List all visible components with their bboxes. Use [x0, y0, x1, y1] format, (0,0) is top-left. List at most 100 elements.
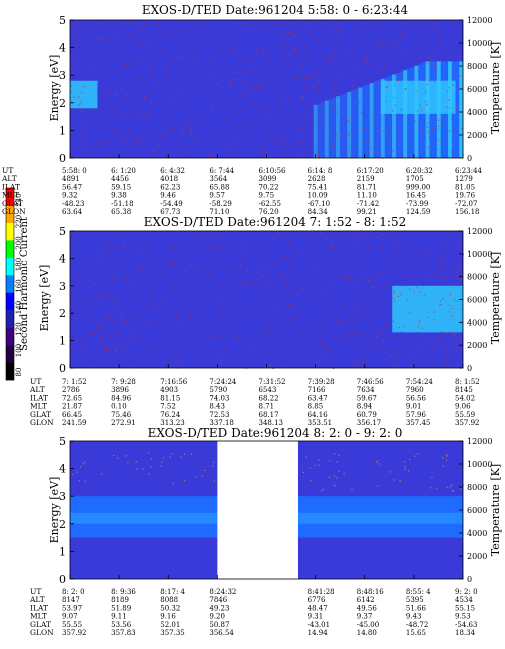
colorbar-strip — [6, 327, 14, 346]
spectrogram-speckle — [242, 70, 244, 72]
spectrogram-speckle — [315, 144, 317, 147]
spectrogram-speckle — [239, 279, 241, 281]
spectrogram-speckle — [152, 93, 154, 95]
orbit-value: 5790 — [209, 386, 227, 394]
spectrogram-speckle — [238, 350, 241, 352]
orbit-value: 71.10 — [209, 208, 229, 216]
spectrogram-speckle — [449, 357, 451, 359]
spectrogram-speckle — [353, 134, 355, 137]
spectrogram-speckle — [182, 330, 184, 332]
spectrogram-speckle — [252, 30, 254, 32]
spectrogram-speckle — [112, 70, 115, 72]
spectrogram-speckle — [141, 98, 143, 100]
spectrogram-speckle — [345, 275, 347, 277]
spectrogram-speckle — [309, 295, 311, 297]
panel-1-title: EXOS-D/TED Date:961204 5:58: 0 - 6:23:44 — [142, 3, 409, 17]
spectrogram-speckle — [298, 245, 300, 247]
spectrogram-speckle — [395, 363, 397, 365]
spectrogram-speckle — [204, 73, 206, 75]
spectrogram-speckle — [401, 238, 403, 240]
spectrogram-speckle — [256, 50, 259, 53]
spectrogram-speckle — [438, 33, 441, 35]
spectrogram-speckle — [418, 319, 420, 321]
spectrogram-speckle — [306, 83, 308, 86]
spectrogram-speckle — [198, 273, 200, 275]
spectrogram-speckle — [390, 275, 393, 277]
spectrogram-speckle — [86, 75, 88, 77]
spectrogram-speckle — [207, 247, 209, 249]
spectrogram-speckle — [315, 362, 318, 364]
orbit-value: 18.34 — [455, 629, 476, 637]
spectrogram-speckle — [101, 473, 103, 475]
spectrogram-speckle — [287, 322, 289, 324]
spectrogram-speckle — [381, 60, 383, 62]
spectrogram-speckle — [302, 252, 305, 255]
spectrogram-speckle — [382, 76, 384, 79]
spectrogram-speckle — [277, 89, 280, 91]
spectrogram-speckle — [285, 276, 287, 278]
spectrogram-speckle — [106, 45, 108, 47]
spectrogram-speckle — [457, 275, 459, 278]
spectrogram-speckle — [185, 119, 187, 122]
spectrogram-speckle — [302, 138, 304, 140]
spectrogram-speckle — [80, 323, 83, 325]
spectrogram-speckle — [302, 287, 304, 290]
spectrogram-speckle — [219, 50, 221, 52]
orbit-value: 5395 — [406, 596, 424, 604]
orbit-value: 8.71 — [259, 403, 275, 411]
spectrogram-speckle — [186, 143, 189, 145]
spectrogram-speckle — [261, 360, 264, 362]
spectrogram-speckle — [72, 71, 74, 74]
orbit-value: 7: 9:28 — [111, 378, 136, 386]
spectrogram-speckle — [349, 333, 351, 335]
spectrogram-speckle — [380, 345, 382, 347]
orbit-value: 8.85 — [308, 403, 324, 411]
spectrogram-speckle — [120, 281, 122, 283]
spectrogram-speckle — [276, 112, 278, 115]
spectrogram-speckle — [272, 53, 274, 55]
spectrogram-speckle — [113, 92, 115, 94]
spectrogram-speckle — [254, 26, 256, 28]
spectrogram-speckle — [103, 301, 105, 303]
y2-tick-label: 2000 — [467, 552, 487, 561]
spectrogram-speckle — [450, 484, 453, 486]
spectrogram-speckle — [140, 242, 142, 244]
spectrogram-speckle — [454, 261, 456, 263]
spectrogram-speckle — [433, 311, 435, 313]
spectrogram-speckle — [199, 249, 201, 252]
spectrogram-speckle — [283, 44, 286, 46]
spectrogram-speckle — [288, 352, 291, 354]
orbit-row-label: GLAT — [30, 410, 51, 419]
spectrogram-speckle — [98, 127, 101, 129]
spectrogram-speckle — [458, 243, 461, 245]
spectrogram-speckle — [182, 326, 185, 328]
spectrogram-speckle — [304, 319, 307, 321]
spectrogram-speckle — [421, 236, 423, 238]
spectrogram-speckle — [176, 315, 178, 317]
orbit-value: 10.09 — [308, 192, 328, 200]
spectrogram-speckle — [116, 457, 119, 459]
spectrogram-speckle — [103, 99, 105, 101]
spectrogram-speckle — [218, 89, 220, 91]
spectrogram-speckle — [105, 317, 108, 319]
spectrogram-speckle — [94, 282, 96, 285]
colorbar-tick-label: 80 — [15, 368, 23, 377]
spectrogram-speckle — [166, 67, 168, 69]
spectrogram-speckle — [278, 346, 280, 348]
spectrogram-speckle — [257, 279, 259, 281]
orbit-value: 357.92 — [62, 629, 87, 637]
spectrogram-speckle — [157, 79, 159, 81]
spectrogram-speckle — [382, 250, 384, 252]
spectrogram-speckle — [293, 286, 295, 288]
panel-2-spectrogram — [70, 231, 464, 370]
spectrogram-speckle — [113, 315, 116, 317]
spectrogram-speckle — [331, 137, 333, 140]
spectrogram-speckle — [356, 344, 359, 346]
spectrogram-speckle — [375, 336, 377, 338]
spectrogram-speckle — [116, 41, 119, 43]
spectrogram-speckle — [301, 145, 304, 147]
spectrogram-speckle — [147, 263, 150, 265]
spectrogram-speckle — [336, 28, 339, 30]
spectrogram-speckle — [213, 461, 215, 463]
spectrogram-speckle — [195, 36, 197, 38]
